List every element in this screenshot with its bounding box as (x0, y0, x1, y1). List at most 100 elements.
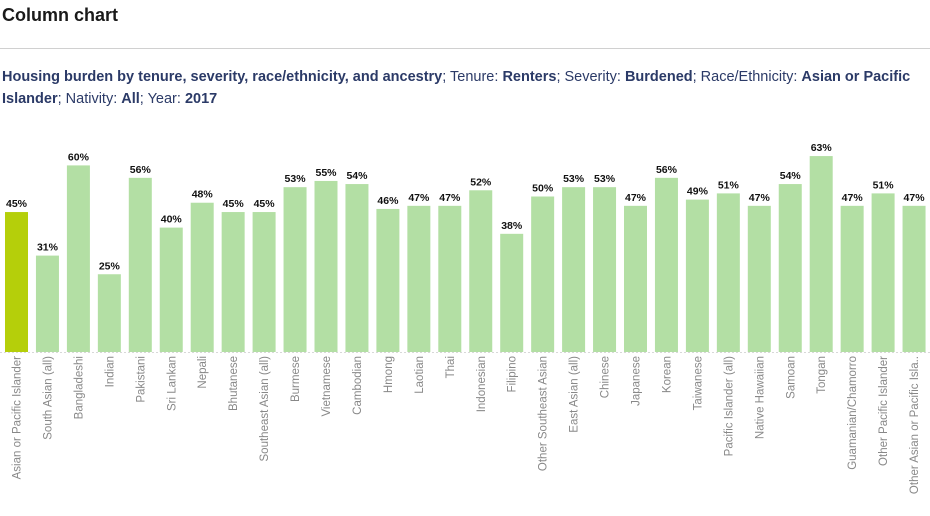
x-tick-label: Indian (104, 356, 116, 387)
data-label: 46% (377, 195, 399, 207)
bar[interactable] (871, 193, 895, 352)
x-tick-label: Korean (661, 356, 673, 393)
data-label: 53% (594, 173, 616, 185)
bar[interactable] (438, 205, 462, 352)
bar[interactable] (469, 190, 493, 352)
x-tick-label: East Asian (all) (569, 356, 581, 433)
x-tick-label: Cambodian (352, 356, 364, 415)
data-label: 53% (285, 173, 307, 185)
bar[interactable] (747, 205, 771, 352)
bar[interactable] (314, 180, 338, 352)
x-tick-label: Pacific Islander (all) (723, 356, 735, 457)
bar[interactable] (5, 212, 28, 352)
data-label: 38% (501, 220, 523, 232)
x-tick-label: Thai (445, 356, 457, 378)
bar[interactable] (345, 184, 369, 352)
subtitle-segment: All (121, 91, 140, 107)
x-tick-label: Guamanian/Chamorro (847, 356, 859, 470)
subtitle-segment: ; Tenure: (442, 69, 503, 85)
x-tick-label: Pakistani (135, 356, 147, 403)
data-label: 60% (68, 151, 90, 163)
data-label: 49% (687, 186, 709, 198)
x-tick-label: Asian or Pacific Islander (12, 356, 24, 480)
data-label: 47% (904, 192, 926, 204)
bar[interactable] (593, 187, 617, 352)
x-tick-label: Burmese (290, 356, 302, 402)
data-label: 25% (99, 260, 121, 272)
chart-subtitle: Housing burden by tenure, severity, race… (2, 66, 922, 110)
data-label: 54% (346, 170, 368, 182)
data-label: 47% (749, 192, 771, 204)
data-label: 40% (161, 214, 183, 226)
data-label: 51% (873, 179, 895, 191)
x-tick-label: Southeast Asian (all) (259, 356, 271, 462)
subtitle-segment: Asian or Pacific Islander (2, 69, 911, 107)
data-label: 56% (130, 164, 152, 176)
bar[interactable] (66, 165, 90, 352)
x-tick-label: Native Hawaiian (754, 356, 766, 439)
data-label: 56% (656, 164, 678, 176)
data-label: 51% (718, 179, 740, 191)
data-label: 50% (532, 183, 554, 195)
bar[interactable] (283, 187, 307, 352)
data-label: 47% (439, 192, 461, 204)
bar[interactable] (716, 193, 740, 352)
data-label: 45% (6, 198, 28, 210)
subtitle-segment: Burdened (624, 69, 693, 85)
subtitle-segment: ; Nativity: (57, 91, 122, 107)
bar[interactable] (35, 255, 59, 352)
x-tick-label: Taiwanese (692, 356, 704, 410)
x-tick-label: South Asian (all) (42, 356, 54, 440)
data-label: 52% (470, 176, 492, 188)
bar[interactable] (190, 202, 214, 352)
bar[interactable] (376, 208, 400, 352)
bar[interactable] (654, 177, 678, 352)
x-tick-label: Nepali (197, 356, 209, 389)
data-label: 45% (254, 198, 276, 210)
x-tick-label: Bhutanese (228, 356, 240, 411)
bar[interactable] (252, 212, 276, 352)
x-tick-label: Chinese (600, 356, 612, 398)
x-tick-label: Japanese (631, 356, 643, 406)
data-label: 63% (811, 142, 833, 154)
bar[interactable] (809, 156, 833, 352)
x-tick-label: Vietnamese (321, 356, 333, 417)
bar[interactable] (840, 205, 864, 352)
bar[interactable] (97, 274, 121, 352)
bar[interactable] (531, 196, 555, 353)
data-label: 48% (192, 189, 214, 201)
bar[interactable] (685, 199, 709, 352)
data-label: 53% (563, 173, 585, 185)
data-label: 45% (223, 198, 245, 210)
bar[interactable] (562, 187, 586, 352)
data-label: 47% (408, 192, 430, 204)
bar[interactable] (221, 212, 245, 352)
bar[interactable] (902, 205, 926, 352)
subtitle-segment: ; Year: (139, 91, 185, 107)
bar[interactable] (159, 227, 183, 352)
data-label: 31% (37, 242, 59, 254)
subtitle-segment: Housing burden by tenure, severity, race… (2, 69, 443, 85)
x-tick-label: Other Asian or Pacific Isla.. (909, 356, 921, 494)
x-tick-label: Laotian (414, 356, 426, 394)
data-label: 47% (842, 192, 864, 204)
data-label: 47% (625, 192, 647, 204)
x-tick-label: Samoan (785, 356, 797, 399)
x-tick-label: Tongan (816, 356, 828, 394)
data-label: 54% (780, 170, 802, 182)
x-tick-label: Bangladeshi (73, 356, 85, 419)
x-tick-label: Filipino (507, 356, 519, 392)
bar[interactable] (500, 233, 524, 352)
x-tick-label: Hmong (383, 356, 395, 393)
bar[interactable] (624, 205, 647, 352)
subtitle-segment: 2017 (184, 91, 218, 107)
x-tick-label: Other Southeast Asian (538, 356, 550, 471)
bar[interactable] (128, 177, 152, 352)
bar[interactable] (407, 205, 431, 352)
x-tick-label: Other Pacific Islander (878, 356, 890, 466)
subtitle-segment: Renters (502, 69, 557, 85)
x-tick-label: Sri Lankan (166, 356, 178, 411)
x-tick-label: Indonesian (476, 356, 488, 412)
subtitle-segment: ; Severity: (556, 69, 625, 85)
bar[interactable] (778, 184, 802, 352)
